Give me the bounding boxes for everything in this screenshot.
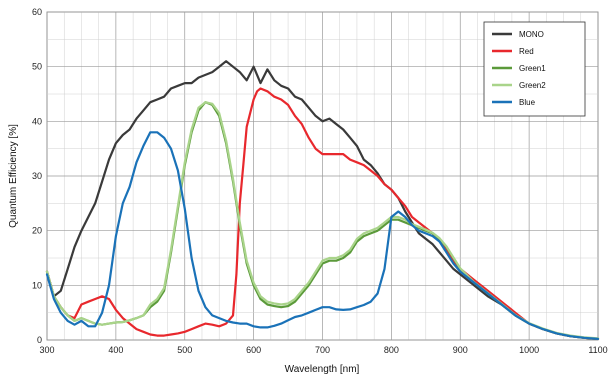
x-tick-label: 400 <box>108 345 123 355</box>
legend-items: MONO Red Green1 Green2 Blue <box>492 30 546 107</box>
x-tick-label: 700 <box>315 345 330 355</box>
y-tick-label: 50 <box>32 62 42 72</box>
x-tick-label: 900 <box>453 345 468 355</box>
series-line-green2 <box>45 101 600 340</box>
y-tick-label: 10 <box>32 280 42 290</box>
legend: MONO Red Green1 Green2 Blue <box>483 21 586 117</box>
y-tick-labels: 0 10 20 30 40 50 60 <box>32 7 42 345</box>
grid-lines <box>46 11 599 341</box>
x-tick-label: 800 <box>384 345 399 355</box>
y-tick-label: 0 <box>37 335 42 345</box>
x-tick-labels: 300 400 500 600 700 800 900 1000 1100 <box>39 345 607 355</box>
y-tick-label: 60 <box>32 7 42 17</box>
legend-label-green2: Green2 <box>519 81 546 90</box>
series-line-mono <box>45 60 600 340</box>
legend-label-red: Red <box>519 47 534 56</box>
y-tick-label: 20 <box>32 226 42 236</box>
x-tick-label: 300 <box>39 345 54 355</box>
y-tick-label: 40 <box>32 116 42 126</box>
series-line-blue <box>45 131 600 340</box>
legend-label-blue: Blue <box>519 98 536 107</box>
x-axis-label: Wavelength [nm] <box>285 364 360 375</box>
series-line-red <box>45 87 600 340</box>
x-tick-label: 500 <box>177 345 192 355</box>
x-tick-label: 600 <box>246 345 261 355</box>
y-axis-label: Quantum Efficiency [%] <box>8 124 19 228</box>
series-lines <box>45 60 600 340</box>
x-tick-label: 1000 <box>519 345 539 355</box>
legend-label-green1: Green1 <box>519 64 546 73</box>
y-tick-label: 30 <box>32 171 42 181</box>
legend-label-mono: MONO <box>519 30 544 39</box>
x-tick-label: 1100 <box>588 345 607 355</box>
